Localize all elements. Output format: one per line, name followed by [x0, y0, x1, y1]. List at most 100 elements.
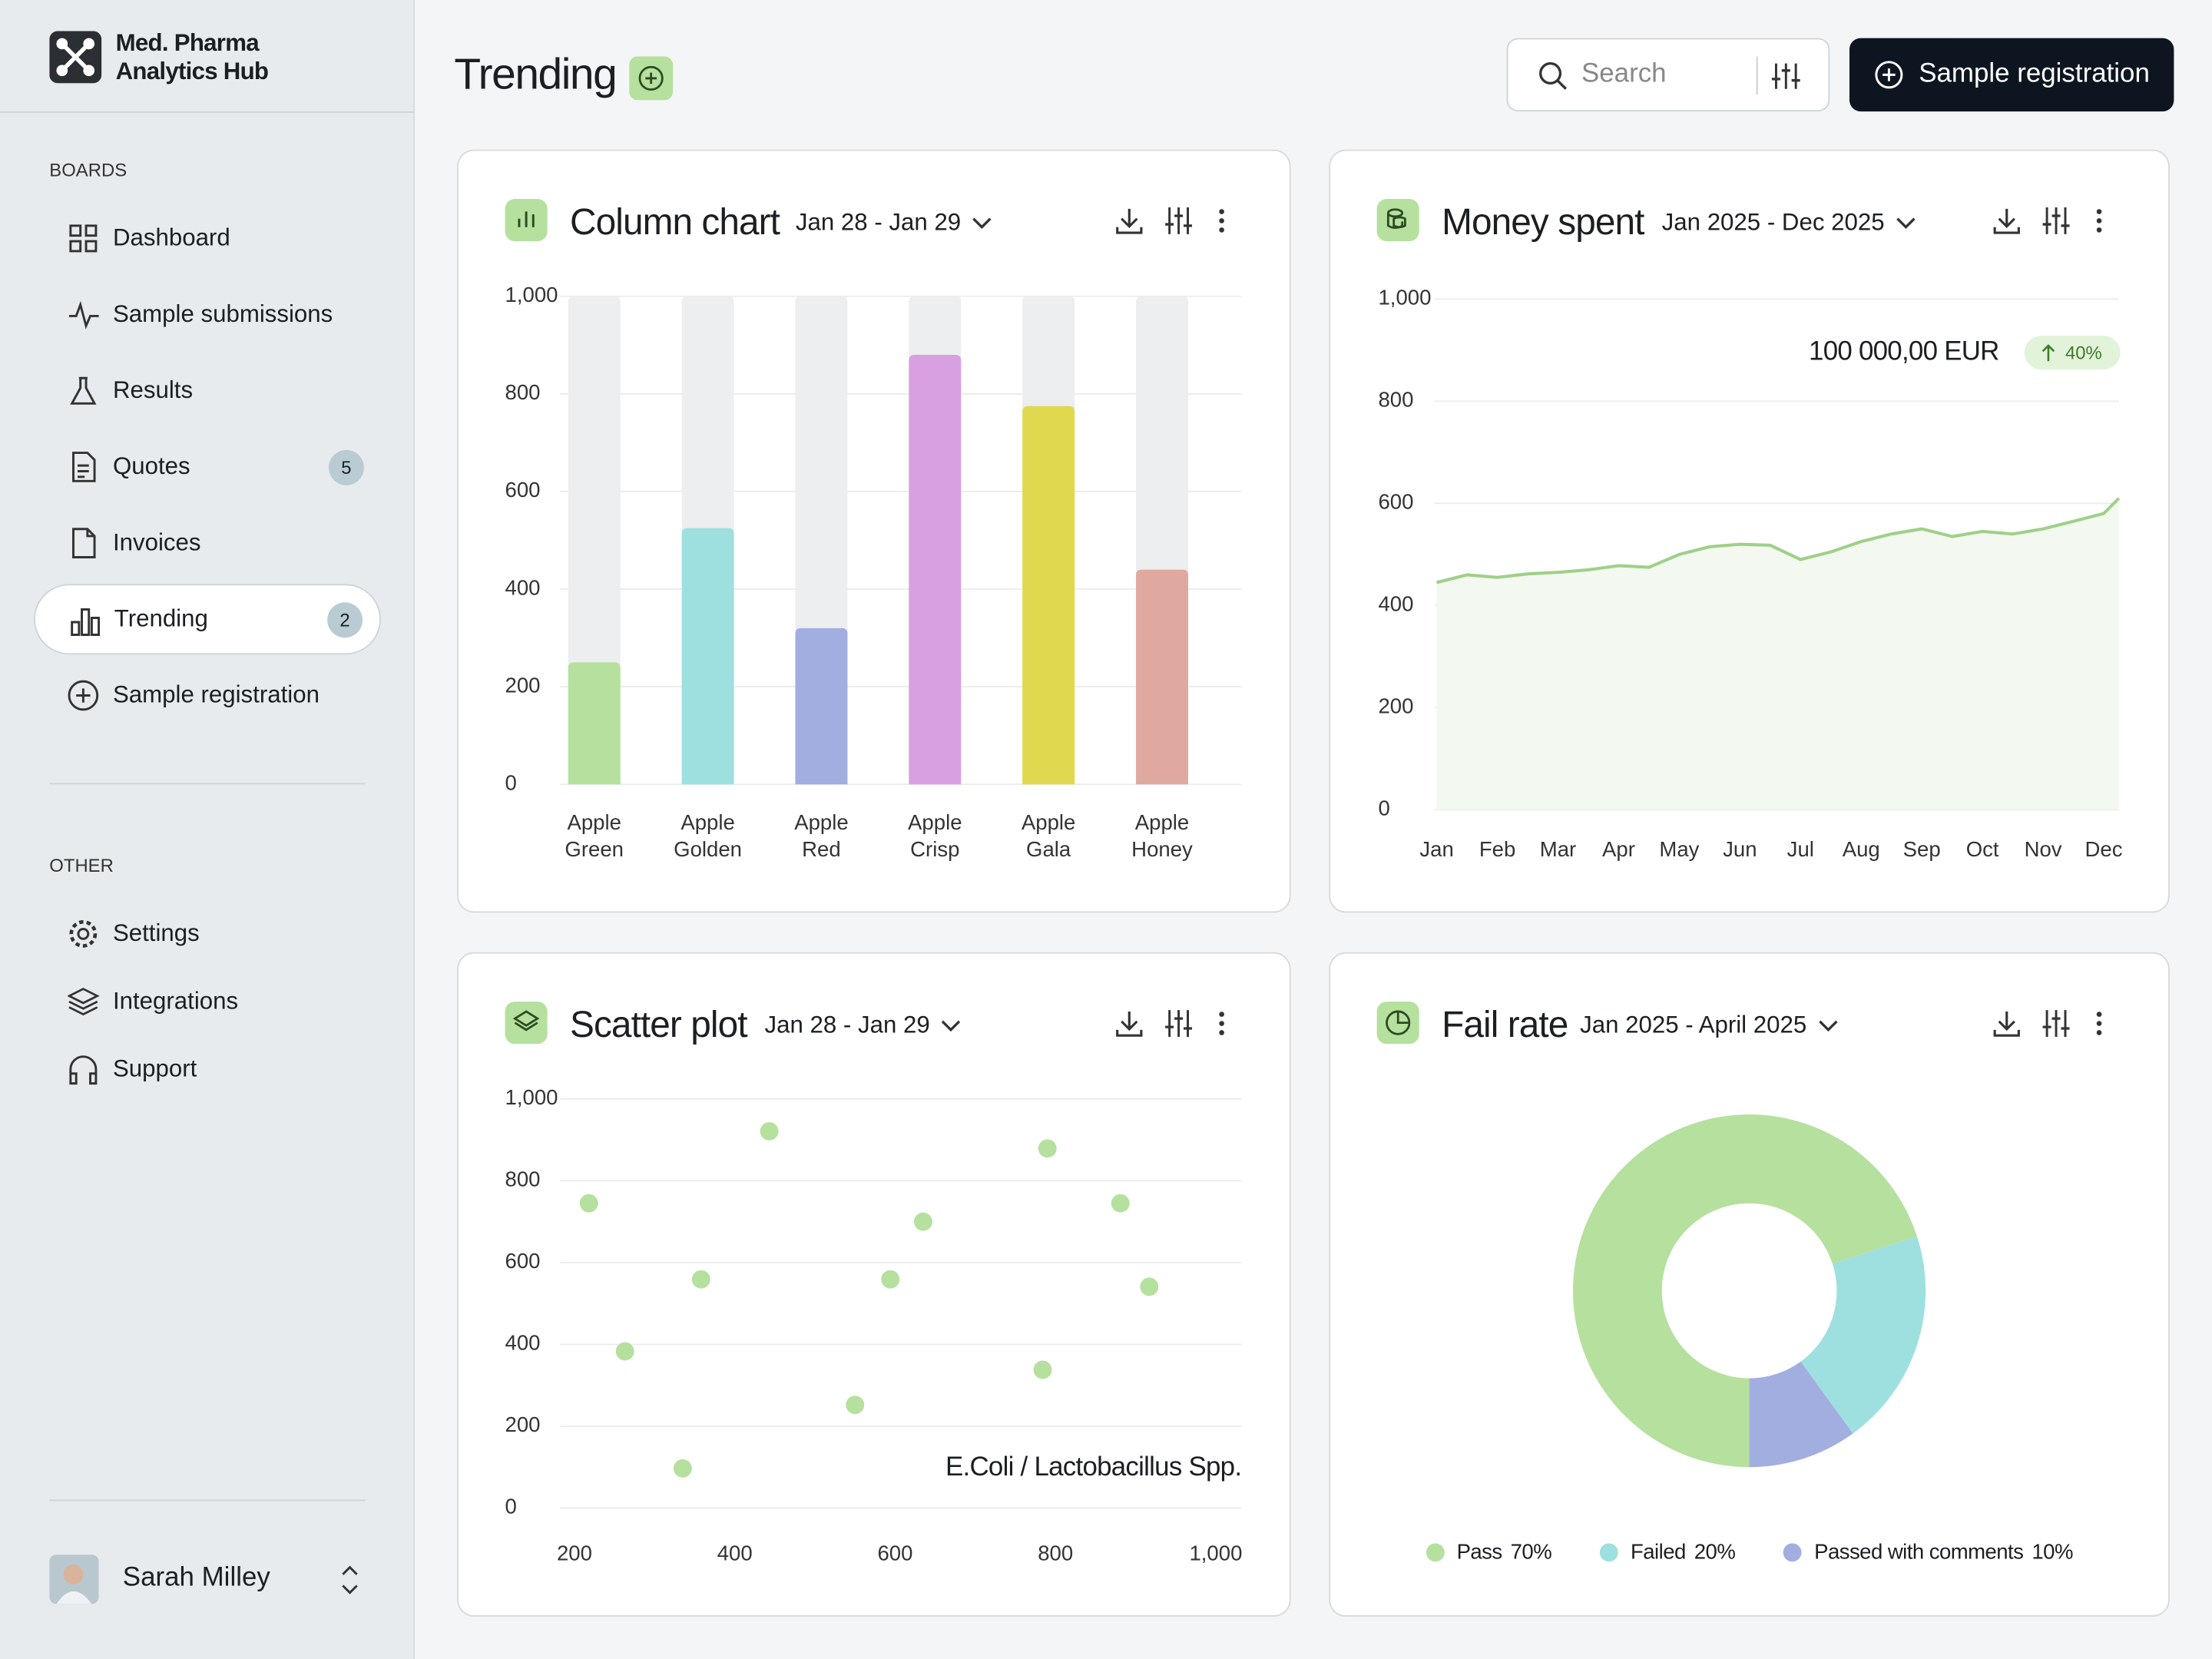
legend-item: Failed 20% [1599, 1540, 1736, 1565]
more[interactable] [1214, 1008, 1230, 1038]
date-range[interactable]: Jan 2025 - April 2025 [1580, 1012, 1838, 1040]
button-label: Sample registration [1919, 59, 2150, 89]
badge-arrow [2041, 344, 2055, 362]
legend-dot [1783, 1543, 1802, 1562]
register-button[interactable]: Sample registration [1849, 38, 2174, 112]
nav-item[interactable]: Integrations [34, 966, 381, 1037]
download[interactable] [1992, 1008, 2022, 1038]
legend-dot [1599, 1543, 1618, 1562]
divider [49, 1499, 366, 1502]
y-tick-label: 0 [1378, 796, 1389, 820]
section-title: BOARDS [49, 159, 127, 181]
add-board[interactable] [629, 56, 674, 101]
section-title: OTHER [49, 855, 114, 876]
card-icon [1376, 1002, 1419, 1045]
date-range[interactable]: Jan 2025 - Dec 2025 [1662, 209, 1916, 237]
nav-label: Invoices [112, 528, 201, 556]
y-tick-label: 400 [505, 575, 541, 599]
x-tick-label: May [1659, 837, 1699, 861]
settings[interactable] [1164, 206, 1194, 236]
nav-item[interactable]: Results [34, 356, 381, 426]
avatar [49, 1555, 99, 1604]
download[interactable] [1114, 206, 1144, 236]
point [1033, 1360, 1052, 1379]
slice [1749, 1361, 1853, 1468]
x-tick-label: 600 [877, 1541, 912, 1565]
nav-label: Results [112, 376, 194, 404]
settings[interactable] [2041, 1008, 2071, 1038]
settings[interactable] [1164, 1008, 1194, 1038]
card-actions[interactable] [1114, 206, 1230, 236]
legend-value: 20% [1694, 1540, 1736, 1565]
date-range[interactable]: Jan 28 - Jan 29 [765, 1012, 962, 1040]
x-tick-label: Jul [1787, 837, 1814, 861]
nav-item[interactable]: Trending 2 [34, 584, 381, 655]
x-tick-label: Apr [1602, 837, 1635, 861]
y-tick-label: 0 [505, 1495, 517, 1518]
nav-item[interactable]: Support [34, 1034, 381, 1104]
icon [942, 1020, 961, 1032]
line [1436, 497, 2121, 584]
nav-item[interactable]: Invoices [34, 508, 381, 578]
icon [72, 452, 96, 482]
bar [1022, 406, 1075, 785]
x-tick-label: Apple Honey [1131, 811, 1193, 863]
filter-icon[interactable] [1770, 61, 1801, 91]
chevron [1818, 1012, 1838, 1040]
card-actions[interactable] [1114, 1008, 1230, 1038]
x-tick-label: Sep [1903, 837, 1941, 861]
nav-label: Sample submissions [112, 300, 333, 328]
card-actions[interactable] [1992, 206, 2108, 236]
point [615, 1342, 634, 1361]
legend-item: Pass 70% [1426, 1540, 1552, 1565]
card-title: Column chart [570, 200, 780, 243]
settings[interactable] [2041, 206, 2071, 236]
y-tick-label: 400 [505, 1331, 541, 1355]
icon [69, 1055, 98, 1085]
download[interactable] [1992, 206, 2022, 236]
card [1329, 952, 2170, 1617]
nav-item[interactable]: Quotes 5 [34, 432, 381, 502]
point [914, 1212, 932, 1231]
point [579, 1194, 598, 1213]
bar [795, 628, 848, 785]
icon [72, 528, 96, 558]
legend-label: Passed with comments [1814, 1540, 2024, 1565]
icon [71, 608, 101, 637]
chevrons[interactable] [339, 1563, 361, 1597]
legend-label: Failed [1631, 1540, 1686, 1565]
divider [49, 783, 366, 785]
legend-label: Pass [1456, 1540, 1503, 1565]
nav-item[interactable]: Dashboard [34, 203, 381, 273]
nav-badge: 2 [327, 601, 363, 637]
more[interactable] [1214, 206, 1230, 236]
icon [68, 680, 99, 711]
badge-label: 40% [2065, 343, 2102, 363]
nav-label: Support [112, 1055, 197, 1082]
card-actions[interactable] [1992, 1008, 2108, 1038]
more[interactable] [2091, 1008, 2108, 1038]
chevron [941, 1012, 961, 1040]
x-tick-label: 200 [557, 1541, 592, 1565]
brand: Med. Pharma Analytics Hub [115, 29, 269, 85]
download[interactable] [1114, 1008, 1144, 1038]
card-title: Fail rate [1442, 1002, 1568, 1046]
bar [909, 354, 962, 785]
nav-label: Integrations [112, 987, 239, 1015]
nav-item[interactable]: Settings [34, 899, 381, 969]
chevron [1896, 209, 1916, 237]
user-name[interactable]: Sarah Milley [122, 1563, 270, 1593]
nav-item[interactable]: Sample registration [34, 661, 381, 731]
card-title: Scatter plot [570, 1002, 747, 1046]
search-box[interactable]: Search [1506, 38, 1830, 112]
y-tick-label: 200 [1378, 694, 1413, 718]
date-range[interactable]: Jan 28 - Jan 29 [796, 209, 992, 237]
date-text: Jan 28 - Jan 29 [795, 208, 962, 236]
nav-item[interactable]: Sample submissions [34, 280, 381, 350]
y-tick-label: 1,000 [505, 283, 558, 306]
y-tick-label: 200 [505, 673, 541, 697]
y-tick-label: 600 [505, 1249, 541, 1273]
y-tick-label: 0 [505, 771, 517, 795]
more[interactable] [2091, 206, 2108, 236]
